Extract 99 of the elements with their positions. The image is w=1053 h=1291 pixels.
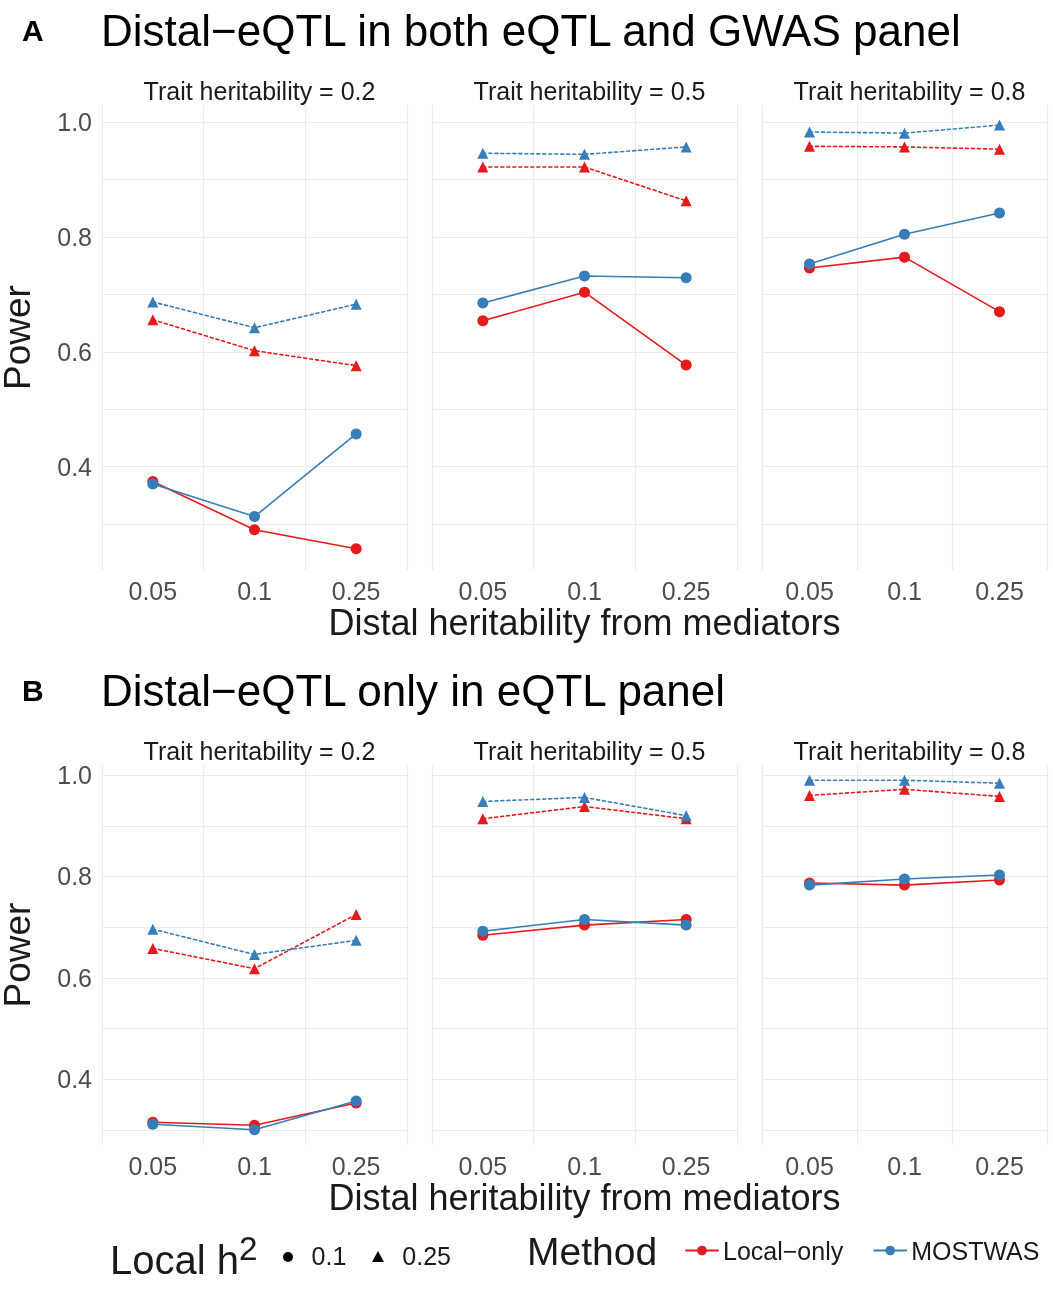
point <box>350 934 362 946</box>
point <box>249 345 260 357</box>
point <box>249 322 260 334</box>
chart-title: Trait heritability = 0.2 <box>143 736 376 765</box>
y-axis-title: Power <box>0 285 38 390</box>
point <box>249 511 260 523</box>
point <box>350 908 362 920</box>
point <box>804 774 815 786</box>
chart-title: Trait heritability = 0.2 <box>143 76 376 105</box>
point <box>249 524 260 536</box>
x-tick-label: 0.1 <box>887 1151 922 1180</box>
chart-title: Trait heritability = 0.8 <box>793 76 1026 105</box>
point <box>579 148 590 160</box>
y-tick-label: 0.4 <box>57 1065 93 1094</box>
point <box>579 161 590 173</box>
x-tick-label: 0.05 <box>458 1151 508 1180</box>
point <box>994 143 1005 155</box>
text: 0.25 <box>402 1242 451 1272</box>
text: 0.1 <box>311 1242 347 1272</box>
point <box>477 813 489 825</box>
legend-label: MOSTWAS <box>911 1236 1040 1265</box>
y-tick-label: 1.0 <box>57 761 92 790</box>
x-tick-label: 0.1 <box>237 1151 272 1180</box>
y-tick-label: 0.4 <box>57 452 93 481</box>
x-tick-label: 0.25 <box>975 1151 1024 1180</box>
point <box>350 543 362 555</box>
x-tick-label: 0.25 <box>975 576 1024 605</box>
y-tick-label: 0.8 <box>57 223 92 252</box>
point <box>249 1124 260 1136</box>
x-tick-label: 0.05 <box>785 1151 834 1180</box>
chart-title: Trait heritability = 0.5 <box>473 76 706 105</box>
point <box>477 315 489 327</box>
point <box>579 286 590 298</box>
y-axis-title: Power <box>0 902 38 1008</box>
y-tick-label: 1.0 <box>57 108 92 137</box>
point <box>680 141 692 153</box>
x-tick-label: 0.05 <box>128 1151 178 1180</box>
point <box>147 942 159 954</box>
point <box>477 147 489 159</box>
y-tick-label: 0.6 <box>57 337 92 366</box>
x-tick-label: 0.1 <box>567 576 602 605</box>
legend-title: Method <box>527 1230 658 1274</box>
point <box>994 790 1005 802</box>
point <box>477 297 489 309</box>
point <box>350 360 362 372</box>
x-tick-label: 0.05 <box>128 576 178 605</box>
x-tick-label: 0.1 <box>237 576 272 605</box>
text: B <box>22 674 44 708</box>
legend-label: Local−only <box>723 1236 844 1265</box>
x-tick-label: 0.25 <box>661 576 711 605</box>
point <box>249 963 260 975</box>
point <box>147 296 159 308</box>
chart-title: Trait heritability = 0.5 <box>473 736 706 765</box>
text: Local h$^{2}$ <box>110 1230 258 1284</box>
x-tick-label: 0.25 <box>331 1151 381 1180</box>
point <box>680 272 692 284</box>
point <box>249 948 260 960</box>
x-tick-label: 0.05 <box>785 576 834 605</box>
point <box>899 873 910 885</box>
chart-subtitle: Distal−eQTL only in eQTL panel <box>101 666 726 716</box>
y-tick-label: 0.6 <box>57 963 92 992</box>
point <box>804 140 815 152</box>
point <box>899 251 910 263</box>
point <box>899 141 910 153</box>
x-axis-title: Distal heritability from mediators <box>328 602 841 644</box>
point <box>477 795 489 807</box>
point <box>680 195 692 207</box>
point <box>579 791 590 803</box>
point <box>994 306 1005 318</box>
point <box>147 923 159 935</box>
point <box>994 869 1005 881</box>
point <box>994 119 1005 131</box>
y-tick-label: 0.8 <box>57 862 92 891</box>
point <box>477 925 489 937</box>
x-tick-label: 0.1 <box>567 1151 602 1180</box>
point <box>899 127 910 139</box>
point <box>579 270 590 282</box>
point <box>350 298 362 310</box>
text: Distal−eQTL in both eQTL and GWAS panel <box>101 6 961 56</box>
point <box>899 774 910 786</box>
point <box>994 777 1005 789</box>
x-tick-label: 0.25 <box>661 1151 711 1180</box>
x-tick-label: 0.1 <box>887 576 922 605</box>
point <box>899 228 910 240</box>
point <box>680 919 692 931</box>
chart-title: Trait heritability = 0.8 <box>793 736 1026 765</box>
point <box>804 789 815 801</box>
point <box>579 914 590 926</box>
x-tick-label: 0.05 <box>458 576 508 605</box>
point <box>477 161 489 173</box>
point <box>804 258 815 270</box>
point <box>994 207 1005 219</box>
point <box>350 428 362 440</box>
point <box>680 359 692 371</box>
point <box>147 314 159 326</box>
x-tick-label: 0.25 <box>331 576 381 605</box>
text: A <box>22 14 44 48</box>
point <box>804 126 815 138</box>
x-axis-title: Distal heritability from mediators <box>328 1177 841 1219</box>
